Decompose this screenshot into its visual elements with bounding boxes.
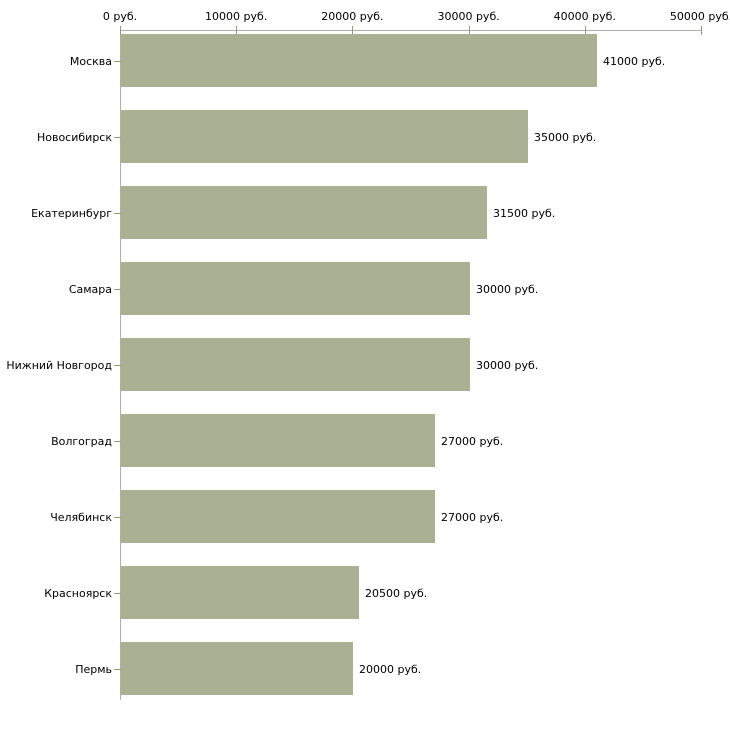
- category-label: Нижний Новгород: [6, 359, 112, 372]
- category-label: Самара: [68, 283, 112, 296]
- y-tick-mark: [114, 669, 121, 670]
- bar[interactable]: [121, 262, 470, 315]
- x-tick-label: 10000 руб.: [205, 10, 268, 23]
- bar-value-label: 27000 руб.: [441, 435, 504, 448]
- x-tick-mark: [584, 26, 586, 35]
- category-label: Красноярск: [44, 587, 112, 600]
- y-tick-mark: [114, 593, 121, 594]
- x-tick-mark: [236, 26, 238, 35]
- x-tick-label: 0 руб.: [102, 10, 138, 23]
- x-axis-line: [120, 30, 701, 31]
- y-tick-mark: [114, 61, 121, 62]
- bar-value-label: 27000 руб.: [441, 511, 504, 524]
- bar-value-label: 20500 руб.: [365, 587, 428, 600]
- category-label: Москва: [69, 55, 112, 68]
- bar[interactable]: [121, 338, 470, 391]
- y-tick-mark: [114, 517, 121, 518]
- y-tick-mark: [114, 441, 121, 442]
- bar-value-label: 41000 руб.: [603, 55, 666, 68]
- bar[interactable]: [121, 34, 597, 87]
- bar-value-label: 20000 руб.: [359, 663, 422, 676]
- bar[interactable]: [121, 414, 435, 467]
- x-tick-label: 50000 руб.: [669, 10, 730, 23]
- x-tick-mark: [468, 26, 470, 35]
- category-label: Пермь: [75, 663, 112, 676]
- x-tick-mark: [120, 26, 121, 35]
- bar-value-label: 30000 руб.: [476, 283, 539, 296]
- y-tick-mark: [114, 289, 121, 290]
- y-tick-mark: [114, 213, 121, 214]
- category-label: Челябинск: [50, 511, 112, 524]
- bar[interactable]: [121, 186, 487, 239]
- bar[interactable]: [121, 490, 435, 543]
- x-tick-label: 20000 руб.: [321, 10, 384, 23]
- x-tick-mark: [352, 26, 354, 35]
- y-tick-mark: [114, 137, 121, 138]
- bar[interactable]: [121, 110, 528, 163]
- bar-value-label: 30000 руб.: [476, 359, 539, 372]
- bar[interactable]: [121, 566, 359, 619]
- category-label: Новосибирск: [36, 131, 112, 144]
- x-tick-label: 40000 руб.: [553, 10, 616, 23]
- bar[interactable]: [121, 642, 353, 695]
- y-tick-mark: [114, 365, 121, 366]
- category-label: Екатеринбург: [31, 207, 112, 220]
- category-label: Волгоград: [51, 435, 112, 448]
- x-tick-label: 30000 руб.: [437, 10, 500, 23]
- bar-value-label: 35000 руб.: [534, 131, 597, 144]
- x-tick-mark: [701, 26, 702, 35]
- bar-value-label: 31500 руб.: [493, 207, 556, 220]
